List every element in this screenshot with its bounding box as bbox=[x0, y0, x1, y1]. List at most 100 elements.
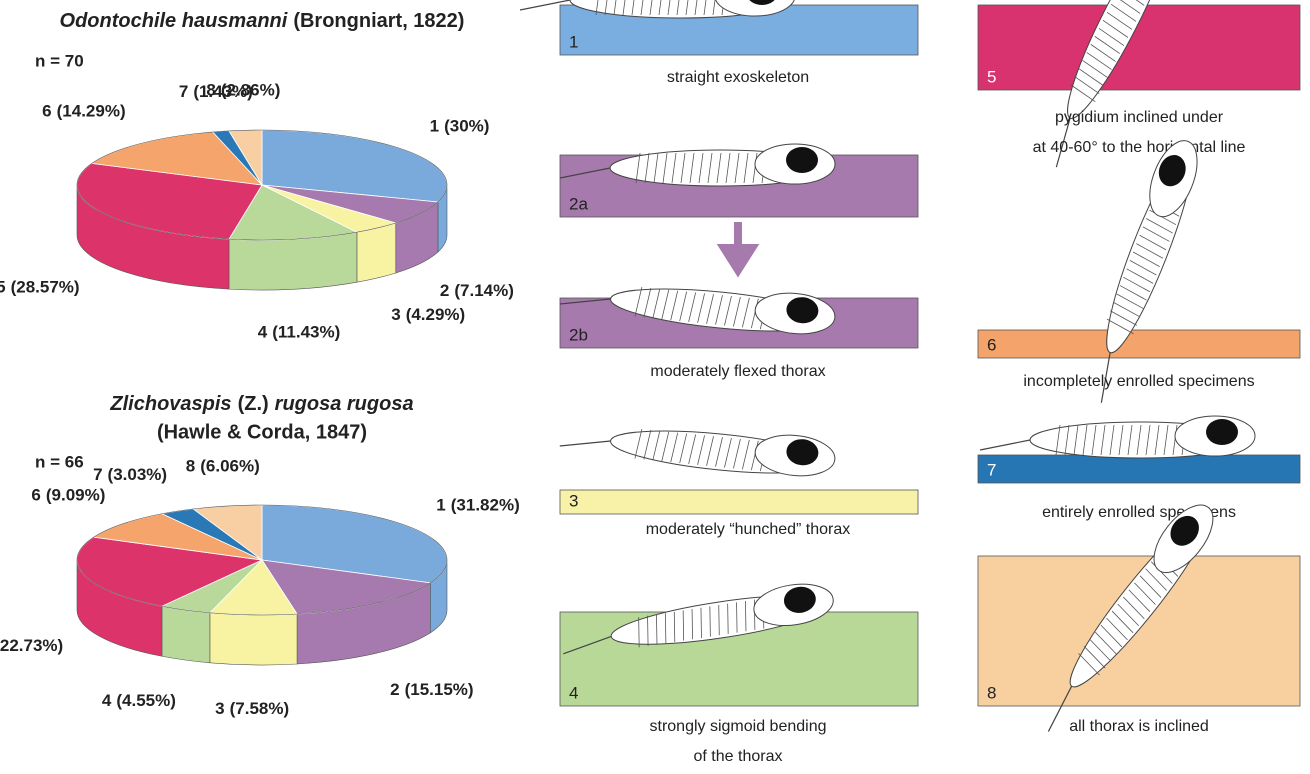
trilobite-segment bbox=[1126, 268, 1154, 284]
trilobite-segment bbox=[698, 152, 704, 184]
slice-value: (6.06%) bbox=[200, 457, 260, 476]
trilobite-segment bbox=[1086, 52, 1112, 70]
title-part: Odontochile hausmanni bbox=[60, 10, 288, 32]
trilobite-segment bbox=[685, 0, 689, 16]
trilobite-segment bbox=[1139, 234, 1167, 251]
slice-category: 7 bbox=[93, 465, 102, 484]
trilobite-segment bbox=[1095, 631, 1117, 655]
trilobite bbox=[1047, 504, 1214, 732]
trilobite bbox=[1100, 140, 1198, 403]
slice-label: 3 (4.29%) bbox=[391, 305, 465, 324]
panel-caption: incompletely enrolled specimens bbox=[1023, 373, 1254, 390]
trilobite-segment bbox=[647, 615, 649, 647]
slice-label: 1 (30%) bbox=[430, 117, 490, 136]
trilobite-segment bbox=[1083, 646, 1106, 669]
trilobite-segment bbox=[658, 0, 662, 16]
trilobite-segment bbox=[673, 611, 676, 643]
panel-label: 2b bbox=[569, 325, 588, 344]
trilobite-segment bbox=[1074, 76, 1100, 94]
trilobite-eye bbox=[786, 439, 819, 466]
trilobite-segment bbox=[1145, 568, 1167, 591]
arrow bbox=[716, 222, 760, 278]
trilobite-spine bbox=[1047, 685, 1073, 732]
trilobite-segment bbox=[724, 437, 732, 468]
trilobite-segment bbox=[1090, 44, 1116, 62]
slice-value: (4.29%) bbox=[406, 305, 466, 324]
trilobite-segment bbox=[688, 434, 697, 465]
panel-label: 2a bbox=[569, 194, 588, 213]
trilobite-segment bbox=[1106, 617, 1128, 641]
slice-category: 2 bbox=[440, 282, 449, 301]
trilobite-segment bbox=[697, 435, 705, 465]
slice-value: (3.03%) bbox=[108, 465, 168, 484]
trilobite-segment bbox=[667, 0, 671, 16]
trilobite-segment bbox=[595, 0, 599, 16]
chart-title-line2: (Hawle & Corda, 1847) bbox=[157, 421, 367, 443]
trilobite-segment bbox=[649, 0, 653, 16]
trilobite bbox=[559, 428, 836, 477]
trilobite-segment bbox=[725, 152, 731, 184]
slice-label: 5(22.73%) bbox=[0, 636, 63, 655]
trilobite-segment bbox=[1136, 424, 1142, 456]
chart-title: Zlichovaspis (Z.) rugosa rugosa bbox=[109, 393, 413, 415]
panel-caption: at 40-60° to the horizontal line bbox=[1033, 139, 1246, 156]
slice-category: 7 bbox=[179, 83, 188, 102]
slice-label: 7 (1.43%) bbox=[179, 83, 253, 102]
slice-value: (4.55%) bbox=[116, 692, 176, 711]
panel-label: 1 bbox=[569, 32, 578, 51]
slice-category: 4 bbox=[258, 323, 268, 342]
trilobite-segment bbox=[1100, 424, 1106, 456]
trilobite-segment bbox=[1119, 285, 1147, 301]
trilobite-segment bbox=[706, 294, 714, 324]
panel-caption: straight exoskeleton bbox=[667, 69, 809, 86]
trilobite-eye bbox=[783, 586, 816, 613]
trilobite-spine bbox=[563, 635, 612, 655]
trilobite-segment bbox=[1055, 424, 1061, 456]
trilobite bbox=[1055, 0, 1173, 168]
title-part: rugosa rugosa bbox=[275, 393, 414, 415]
trilobite-segment bbox=[1078, 68, 1104, 86]
trilobite-segment bbox=[734, 152, 740, 184]
trilobite-segment bbox=[640, 0, 644, 16]
slice-label: 3 (7.58%) bbox=[215, 699, 289, 718]
trilobite-segment bbox=[741, 439, 750, 470]
slice-category: 3 bbox=[391, 305, 400, 324]
trilobite-eye bbox=[1158, 155, 1186, 187]
panel-label: 8 bbox=[987, 683, 996, 702]
panel-label: 6 bbox=[987, 335, 996, 354]
panel-caption: moderately flexed thorax bbox=[650, 363, 825, 380]
trilobite-segment bbox=[1116, 293, 1144, 309]
slice-value: (7.14%) bbox=[454, 282, 514, 301]
trilobite-segment bbox=[1098, 28, 1125, 46]
slice-category: 8 bbox=[186, 457, 195, 476]
trilobite-segment bbox=[745, 600, 747, 632]
trilobite-segment bbox=[676, 0, 680, 16]
trilobite-spine bbox=[1100, 352, 1111, 403]
trilobite-segment bbox=[652, 430, 661, 461]
panel-caption: of the thorax bbox=[694, 748, 783, 765]
slice-category: 1 bbox=[436, 496, 445, 515]
trilobite-segment bbox=[1070, 84, 1096, 102]
trilobite-segment bbox=[703, 0, 707, 16]
trilobite-segment bbox=[679, 291, 688, 322]
trilobite-spine bbox=[519, 0, 571, 11]
trilobite-segment bbox=[643, 429, 652, 460]
trilobite-segment bbox=[741, 297, 750, 328]
trilobite-segment bbox=[1078, 653, 1100, 676]
slice-side bbox=[356, 222, 397, 283]
trilobite-segment bbox=[1145, 424, 1151, 456]
trilobite-segment bbox=[1132, 251, 1160, 267]
trilobite-segment bbox=[1134, 582, 1156, 605]
trilobite-segment bbox=[706, 436, 714, 466]
trilobite-segment bbox=[634, 286, 643, 317]
slice-value: (7.58%) bbox=[230, 699, 290, 718]
trilobite-segment bbox=[1118, 424, 1124, 456]
trilobite bbox=[979, 415, 1256, 459]
trilobite-segment bbox=[736, 602, 738, 633]
trilobite-segment bbox=[1115, 0, 1141, 14]
trilobite-segment bbox=[716, 152, 722, 184]
trilobite-segment bbox=[743, 152, 749, 184]
panel-label: 4 bbox=[569, 683, 578, 702]
trilobite-segment bbox=[1110, 3, 1137, 22]
